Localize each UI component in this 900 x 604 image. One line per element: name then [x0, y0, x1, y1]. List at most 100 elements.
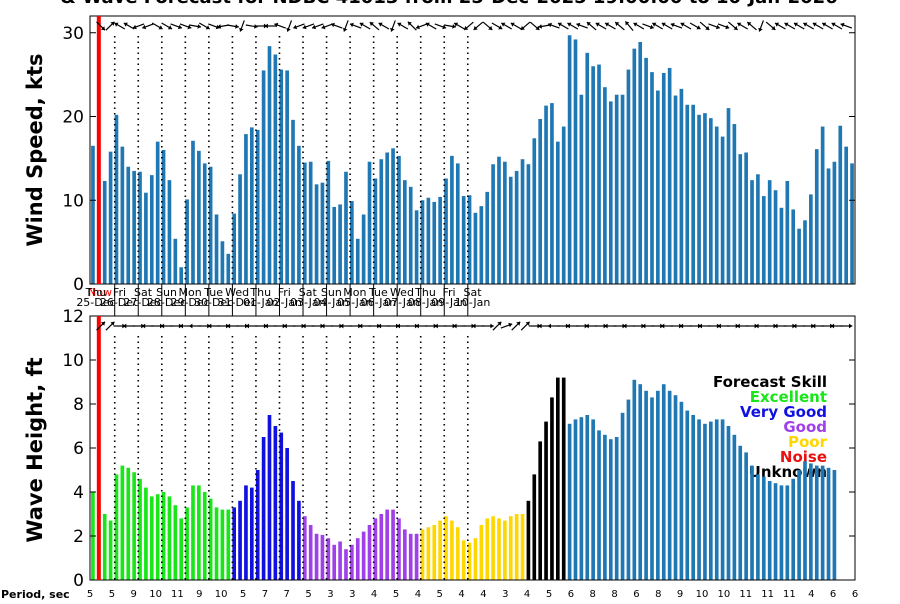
wave-bar — [291, 481, 295, 580]
wave-bar — [350, 544, 354, 580]
wave-bar — [114, 474, 119, 580]
wind-direction-arrowhead — [442, 24, 447, 30]
wind-bar — [102, 180, 107, 284]
wind-direction-arrowhead — [114, 22, 119, 27]
day-date-label: 01-Jan — [243, 296, 279, 309]
wind-bar — [661, 72, 666, 284]
wave-bar — [497, 518, 501, 580]
wave-bar — [314, 533, 319, 580]
wave-bar — [161, 492, 166, 580]
wind-bar — [691, 104, 695, 284]
wave-bar — [608, 439, 613, 580]
wind-direction-arrowhead — [793, 22, 798, 27]
wind-y-axis-label-group: Wind Speed, kts — [23, 53, 47, 246]
wave-bar — [308, 525, 313, 580]
wind-direction-arrowhead — [758, 27, 763, 32]
day-date-label: 30-Dec — [194, 296, 233, 309]
wind-bar — [179, 267, 184, 284]
wind-bar — [155, 141, 160, 285]
wind-direction-arrowhead — [661, 22, 666, 27]
wind-direction-arrowhead — [784, 22, 789, 27]
wave-bar — [197, 485, 201, 580]
wave-bar — [738, 445, 743, 580]
wave-y-axis-label-group: Wave Height, ft — [23, 357, 47, 542]
wave-direction-arrowhead — [566, 323, 570, 329]
wind-bar — [397, 155, 401, 284]
wave-bar — [556, 377, 560, 580]
wind-direction-arrowhead — [747, 22, 752, 27]
wave-bar — [432, 525, 437, 580]
wind-bar — [785, 180, 790, 284]
legend-item-excellent: Excellent — [750, 388, 827, 406]
wind-direction-arrowhead — [696, 25, 701, 30]
wave-bar — [697, 419, 701, 580]
day-of-week-label: Fri — [442, 286, 455, 299]
wind-bar — [114, 114, 119, 284]
wind-direction-arrowhead — [715, 24, 720, 30]
wind-bar — [391, 148, 395, 284]
wind-bar — [444, 178, 448, 284]
wind-bar — [644, 57, 648, 285]
wave-direction-arrowhead — [100, 321, 105, 326]
wind-bar — [373, 178, 378, 284]
wave-bar — [279, 432, 284, 580]
wave-bar — [561, 377, 566, 580]
wave-bar — [791, 478, 796, 580]
day-of-week-label: Sat — [299, 286, 318, 299]
wave-bar — [526, 500, 531, 580]
wind-bar — [120, 146, 125, 284]
wave-bar — [385, 509, 389, 580]
wind-bar — [167, 180, 172, 284]
wave-bar — [809, 463, 813, 580]
wind-bar — [544, 105, 548, 284]
day-of-week-label: Thu — [249, 286, 271, 299]
wave-bar — [379, 514, 384, 580]
wave-bar — [332, 544, 337, 580]
wind-bar — [267, 46, 272, 285]
now-label: Now — [88, 286, 112, 299]
wind-bar — [803, 220, 807, 284]
wave-direction-arrowhead — [179, 323, 183, 329]
wave-direction-arrowhead — [226, 323, 231, 329]
wind-bar — [638, 41, 643, 285]
wind-bar — [91, 145, 95, 284]
wind-bar — [756, 174, 760, 284]
wave-direction-arrowhead — [538, 323, 542, 329]
wave-bar — [797, 470, 801, 580]
wind-direction-arrowhead — [205, 25, 210, 30]
wind-bar — [126, 166, 131, 284]
wind-direction-arrowhead — [100, 26, 105, 31]
period-value: 5 — [546, 589, 552, 600]
wind-direction-arrowhead — [548, 22, 552, 28]
wind-bar — [632, 48, 637, 284]
period-value: 8 — [655, 589, 661, 600]
wind-bar — [791, 209, 796, 284]
wave-y-tick-label: 12 — [62, 307, 84, 327]
wind-bar — [614, 94, 619, 284]
wind-direction-arrowhead — [725, 24, 730, 30]
chart-title: & Wave Forecast for NDBC 41013 from 25-D… — [60, 0, 837, 8]
wave-bar — [185, 507, 189, 580]
wind-y-tick-label: 0 — [73, 275, 84, 295]
wind-bar — [579, 94, 584, 284]
wave-bar — [473, 538, 478, 580]
wave-bar — [709, 421, 713, 580]
wave-bar — [508, 516, 513, 580]
wind-bar — [438, 196, 442, 284]
wind-bar — [797, 228, 801, 284]
period-value: 4 — [480, 589, 486, 600]
wave-direction-arrowhead — [340, 323, 344, 329]
wind-direction-arrowhead — [132, 24, 137, 30]
day-date-label: 10-Jan — [455, 296, 491, 309]
wind-direction-arrowhead — [342, 27, 348, 32]
wave-bar — [567, 423, 572, 580]
wave-bar — [656, 390, 660, 580]
day-of-week-label: Sat — [134, 286, 153, 299]
wind-direction-arrowhead — [331, 22, 335, 28]
wind-bar — [350, 201, 354, 284]
period-value: 4 — [458, 589, 464, 600]
day-of-week-label: Sat — [464, 286, 483, 299]
day-date-label: 27-Dec — [123, 296, 162, 309]
